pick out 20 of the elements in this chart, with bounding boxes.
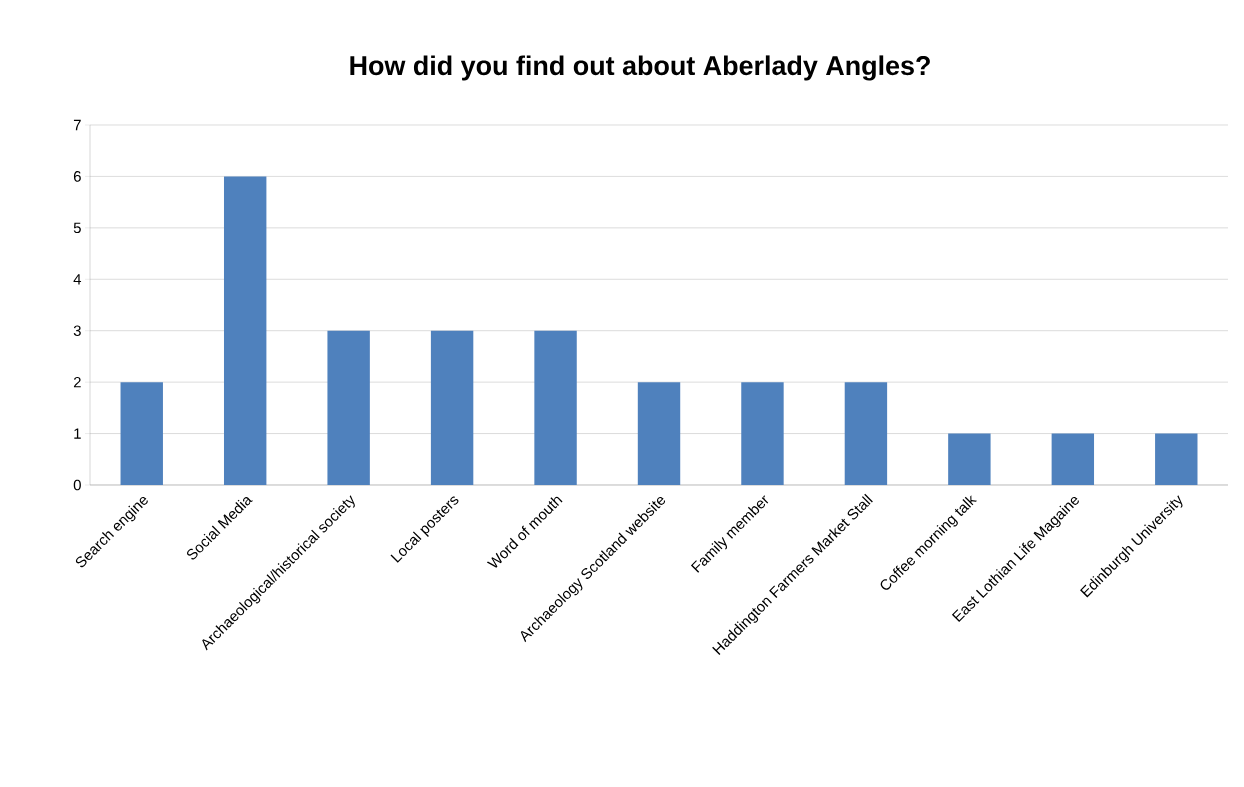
bar (1155, 433, 1198, 485)
y-tick-label: 2 (73, 376, 81, 388)
bar (120, 382, 163, 485)
bar (430, 330, 474, 485)
bar (948, 433, 991, 485)
bar (844, 382, 888, 485)
y-tick-label: 6 (73, 171, 81, 182)
bar (1051, 433, 1095, 485)
bar (637, 382, 681, 485)
y-tick-label: 3 (73, 325, 81, 336)
y-tick-label: 5 (73, 222, 81, 234)
y-tick-label: 1 (74, 428, 81, 439)
bar (741, 382, 784, 485)
y-tick-label: 7 (73, 119, 81, 131)
chart-title: How did you find out about Aberlady Angles? (350, 55, 930, 81)
bar (534, 330, 577, 485)
y-tick-label: 0 (73, 479, 81, 491)
bar (327, 330, 370, 485)
bar (223, 176, 267, 485)
y-tick-label: 4 (73, 274, 82, 285)
